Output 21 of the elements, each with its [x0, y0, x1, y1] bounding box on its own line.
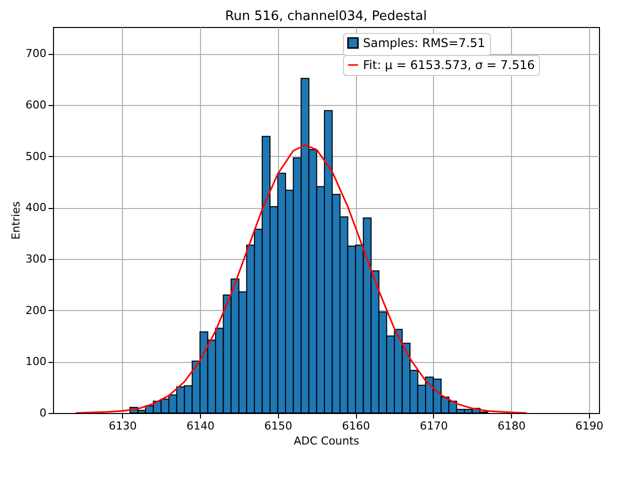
y-tick-label: 200: [26, 304, 46, 317]
y-tick-label: 100: [26, 355, 46, 368]
y-tick-label: 600: [26, 98, 46, 112]
x-tick-label: 6160: [342, 420, 370, 432]
y-tick-label: 0: [40, 406, 46, 420]
y-axis-title: Entries: [10, 201, 23, 240]
y-tick-label: 500: [26, 150, 46, 163]
y-tick-label: 400: [26, 201, 46, 214]
x-axis-title: ADC Counts: [294, 434, 360, 448]
legend-label: Samples: RMS=7.51: [363, 36, 486, 50]
x-tick-label: 6130: [108, 420, 137, 432]
legend-label: Fit: μ = 6153.573, σ = 7.516: [363, 58, 535, 72]
x-tick-label: 6170: [420, 420, 448, 432]
x-tick-label: 6140: [186, 420, 214, 432]
y-tick-label: 300: [26, 252, 46, 266]
x-tick-label: 6180: [498, 420, 526, 432]
y-tick-label: 700: [26, 47, 46, 60]
chart-title: Run 516, channel034, Pedestal: [225, 9, 427, 24]
line-series: [74, 144, 528, 413]
x-tick-label: 6190: [575, 420, 604, 432]
x-tick-label: 6150: [264, 420, 292, 432]
